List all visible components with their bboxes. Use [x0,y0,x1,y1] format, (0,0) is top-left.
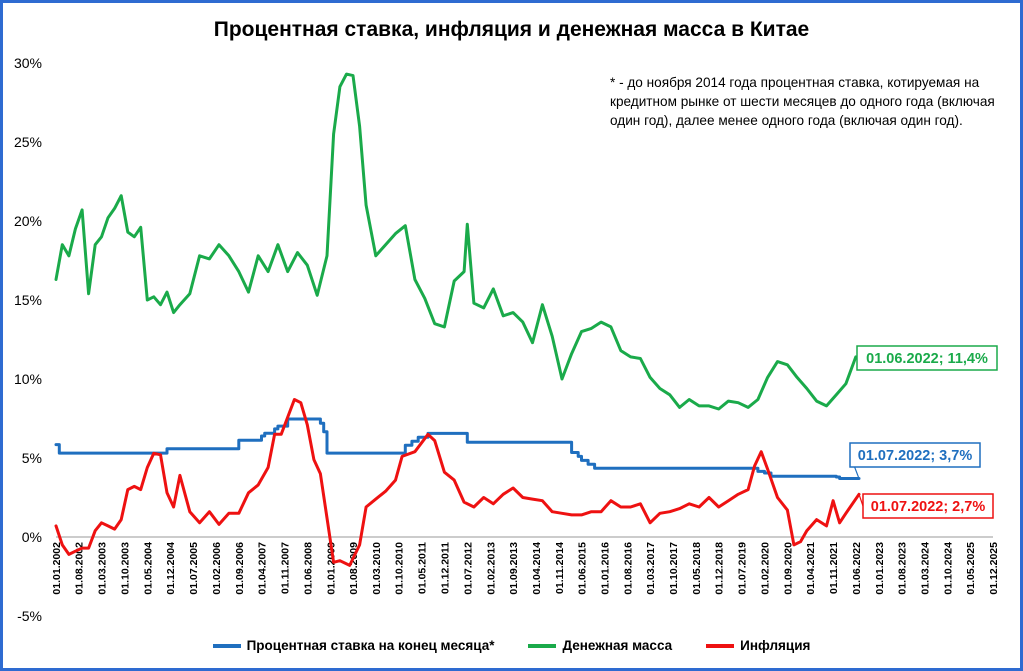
legend-label-inflation: Инфляция [740,638,811,653]
x-tick-label: 01.03.2017 [645,542,657,595]
x-tick-label: 01.02.2020 [760,542,772,595]
x-tick-label: 01.07.2012 [462,542,474,595]
legend-label-rate: Процентная ставка на конец месяца* [246,638,495,653]
x-tick-label: 01.09.2006 [234,542,246,595]
x-tick-label: 01.06.2022 [851,542,863,595]
callout-box [862,493,994,519]
x-tick-label: 01.10.2010 [394,542,406,595]
x-tick-label: 01.10.2017 [668,542,680,595]
x-tick-label: 01.05.2018 [691,542,703,595]
x-tick-label: 01.07.2019 [736,542,748,595]
x-tick-label: 01.02.2006 [211,542,223,595]
chart-legend: Процентная ставка на конец месяца* Денеж… [3,638,1020,653]
x-tick-label: 01.06.2008 [302,542,314,595]
x-tick-label: 01.04.2014 [531,542,543,595]
x-tick-label: 01.08.2002 [74,542,86,595]
legend-item-inflation: Инфляция [706,638,810,653]
series-line-1 [54,72,858,411]
x-tick-label: 01.12.2018 [714,542,726,595]
x-tick-label: 01.03.2010 [371,542,383,595]
legend-swatch-money-supply [528,643,557,648]
x-tick-label: 01.05.2011 [416,542,428,594]
callout-box [849,442,981,468]
y-tick-label: 25% [14,134,42,150]
callout-box [856,345,998,371]
series-line-2 [54,398,861,567]
x-tick-label: 01.12.2011 [439,542,451,594]
legend-swatch-inflation [706,643,735,648]
x-tick-label: 01.07.2005 [188,542,200,595]
callout-label: 01.06.2022; 11,4% [866,351,988,367]
x-tick-label: 01.05.2025 [965,542,977,595]
x-tick-label: 01.10.2024 [942,542,954,595]
x-tick-label: 01.06.2015 [577,542,589,595]
x-tick-label: 01.10.2003 [119,542,131,595]
x-tick-label: 01.08.2016 [622,542,634,595]
chart-title: Процентная ставка, инфляция и денежная м… [213,18,810,41]
y-tick-label: -5% [17,608,42,624]
x-tick-label: 01.09.2020 [782,542,794,595]
x-tick-label: 01.11.2014 [554,542,566,594]
x-tick-label: 01.01.2016 [599,542,611,595]
y-tick-label: 15% [14,292,42,308]
y-tick-label: 30% [14,55,42,71]
series-line-0 [54,417,861,480]
y-tick-label: 5% [22,450,42,466]
x-tick-label: 01.09.2013 [508,542,520,595]
chart-footnote: * - до ноября 2014 года процентная ставк… [610,75,995,128]
x-tick-label: 01.11.2021 [828,542,840,594]
legend-item-money-supply: Денежная масса [528,638,672,653]
x-tick-label: 01.01.2023 [874,542,886,595]
legend-item-rate: Процентная ставка на конец месяца* [212,638,495,653]
legend-label-money-supply: Денежная масса [562,638,673,653]
x-tick-label: 01.04.2021 [805,542,817,595]
x-tick-label: 01.04.2007 [257,542,269,595]
x-tick-label: 01.08.2023 [896,542,908,595]
y-tick-label: 20% [14,213,42,229]
legend-swatch-rate [212,643,241,648]
x-tick-label: 01.05.2004 [142,542,154,595]
x-tick-label: 01.12.2025 [988,542,1000,595]
x-tick-label: 01.03.2003 [96,542,108,595]
y-tick-label: 0% [22,529,42,545]
x-tick-label: 01.01.2002 [51,542,63,595]
callout-label: 01.07.2022; 3,7% [858,448,973,464]
x-tick-label: 01.03.2024 [919,542,931,595]
callout-label: 01.07.2022; 2,7% [871,499,986,515]
x-tick-label: 01.12.2004 [165,542,177,595]
y-tick-label: 10% [14,371,42,387]
x-tick-label: 01.02.2013 [485,542,497,595]
x-tick-label: 01.01.2009 [325,542,337,595]
x-tick-label: 01.08.2009 [348,542,360,595]
x-tick-label: 01.11.2007 [279,542,291,594]
